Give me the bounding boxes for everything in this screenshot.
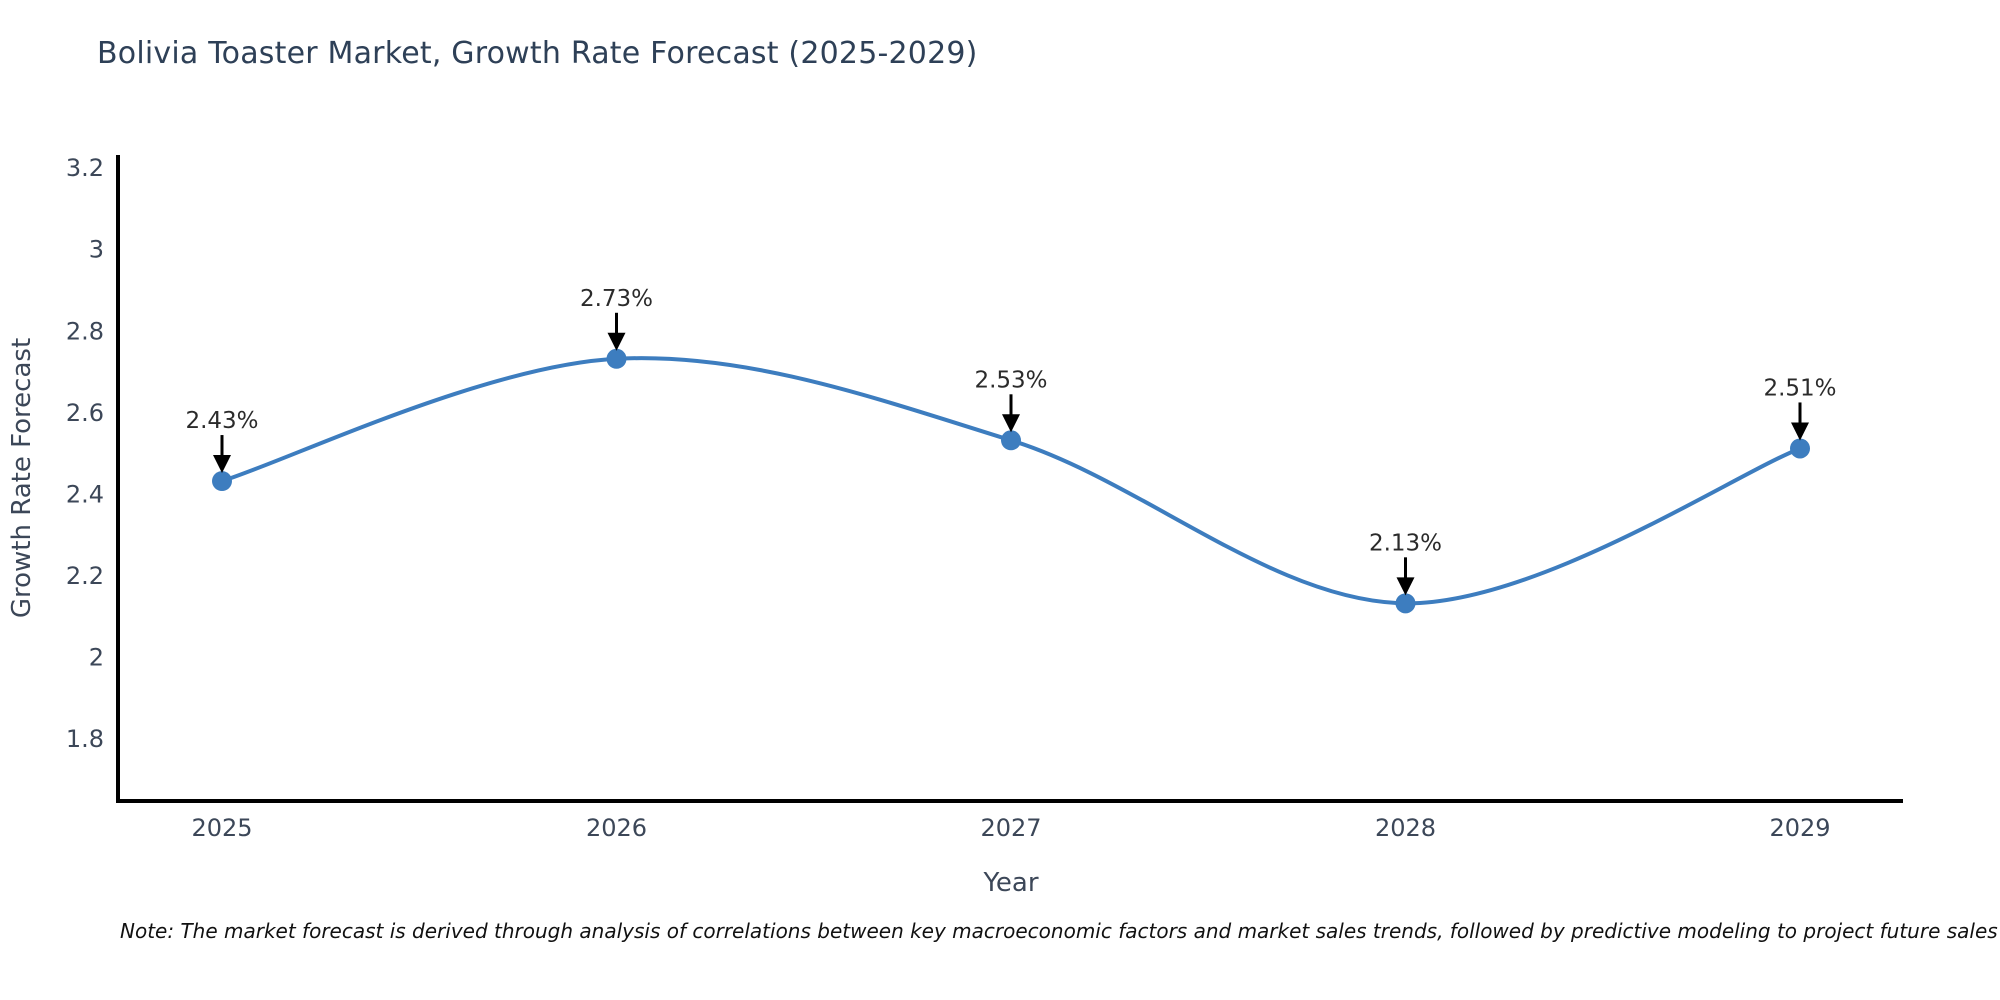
y-tick-label: 2.6 xyxy=(66,399,104,427)
x-tick-label: 2029 xyxy=(1769,814,1830,842)
point-value-label: 2.51% xyxy=(1763,375,1836,401)
data-point-2028 xyxy=(1395,593,1416,614)
x-tick-label: 2027 xyxy=(980,814,1041,842)
annotation-arrowhead xyxy=(1791,422,1809,441)
y-tick-label: 1.8 xyxy=(66,725,104,753)
point-value-label: 2.53% xyxy=(974,367,1047,393)
point-value-label: 2.73% xyxy=(580,286,653,312)
data-point-2026 xyxy=(606,348,627,369)
y-tick-label: 2.8 xyxy=(66,317,104,345)
annotation-arrowhead xyxy=(1002,414,1020,433)
annotation-arrowhead xyxy=(1396,577,1415,596)
x-axis-title: Year xyxy=(982,868,1038,898)
point-value-label: 2.13% xyxy=(1369,530,1442,556)
annotation-arrowhead xyxy=(213,455,231,474)
x-tick-label: 2028 xyxy=(1375,814,1436,842)
data-point-2025 xyxy=(212,471,232,492)
y-tick-label: 3 xyxy=(89,236,104,264)
data-point-2027 xyxy=(1001,430,1021,451)
point-value-label: 2.43% xyxy=(185,408,258,434)
data-point-2029 xyxy=(1790,438,1810,459)
annotation-arrowhead xyxy=(607,332,626,351)
y-tick-label: 2.4 xyxy=(66,480,104,508)
y-tick-label: 3.2 xyxy=(66,154,104,182)
y-tick-label: 2.2 xyxy=(66,562,104,590)
chart-title: Bolivia Toaster Market, Growth Rate Fore… xyxy=(97,36,978,71)
y-axis-title: Growth Rate Forecast xyxy=(7,338,37,618)
x-tick-label: 2026 xyxy=(586,814,647,842)
x-tick-label: 2025 xyxy=(191,814,252,842)
y-tick-label: 2 xyxy=(89,643,104,671)
footnote: Note: The market forecast is derived thr… xyxy=(120,919,1998,943)
